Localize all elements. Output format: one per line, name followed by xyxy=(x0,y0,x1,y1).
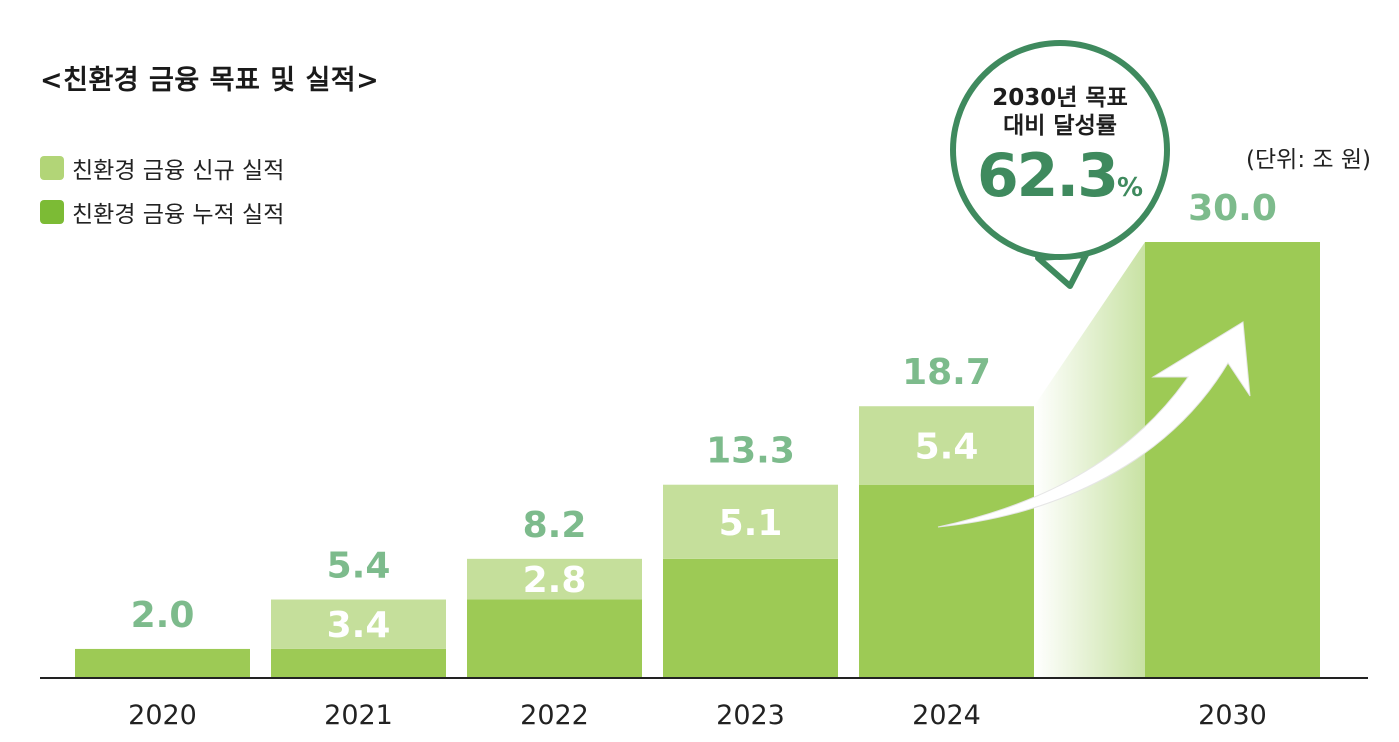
achievement-rate-value: 62.3 xyxy=(976,141,1119,211)
bar-cumulative-2030 xyxy=(1145,242,1320,678)
unit-label: (단위: 조 원) xyxy=(1246,147,1371,173)
bubble-line2: 대비 달성률 xyxy=(1003,113,1117,139)
bar-new-2024 xyxy=(859,406,1034,485)
bar-new-2022 xyxy=(467,558,642,600)
legend-item-cumulative: 친환경 금융 누적 실적 xyxy=(40,190,284,234)
bar-new-2021 xyxy=(271,599,446,649)
bar-cumulative-2023 xyxy=(663,558,838,678)
new-value-label-2022: 2.8 xyxy=(523,560,587,601)
bar-cumulative-2020 xyxy=(75,648,250,678)
legend-swatch-cumulative xyxy=(40,200,64,224)
total-value-label-2030: 30.0 xyxy=(1188,188,1277,229)
legend-swatch-new xyxy=(40,156,64,180)
new-value-label-2023: 5.1 xyxy=(719,503,783,544)
bubble-line1: 2030년 목표 xyxy=(992,85,1128,111)
legend-label-cumulative: 친환경 금융 누적 실적 xyxy=(72,202,285,228)
chart-title: <친환경 금융 목표 및 실적> xyxy=(40,65,380,96)
x-tick-label-2021: 2021 xyxy=(324,700,393,731)
x-tick-label-2022: 2022 xyxy=(520,700,589,731)
x-tick-label-2020: 2020 xyxy=(128,700,197,731)
achievement-rate-unit: % xyxy=(1116,173,1144,203)
legend: 친환경 금융 신규 실적 친환경 금융 누적 실적 xyxy=(40,146,284,234)
new-value-label-2021: 3.4 xyxy=(327,605,391,646)
new-value-label-2024: 5.4 xyxy=(915,426,979,467)
growth-arrow xyxy=(937,321,1251,528)
bar-cumulative-2024 xyxy=(859,484,1034,678)
total-value-label-2023: 13.3 xyxy=(706,431,795,472)
total-value-label-2021: 5.4 xyxy=(327,546,391,587)
x-tick-label-2023: 2023 xyxy=(716,700,785,731)
total-value-label-2024: 18.7 xyxy=(902,352,991,393)
x-tick-label-2030: 2030 xyxy=(1198,700,1267,731)
total-value-label-2020: 2.0 xyxy=(131,595,195,636)
achievement-bubble: 2030년 목표 대비 달성률 62.3% xyxy=(950,40,1170,260)
x-tick-label-2024: 2024 xyxy=(912,700,981,731)
bar-cumulative-2021 xyxy=(271,648,446,678)
legend-item-new: 친환경 금융 신규 실적 xyxy=(40,146,284,190)
achievement-rate: 62.3% xyxy=(956,140,1164,224)
total-value-label-2022: 8.2 xyxy=(523,505,587,546)
bar-cumulative-2022 xyxy=(467,599,642,678)
bar-new-2023 xyxy=(663,484,838,559)
growth-gradient xyxy=(1034,242,1145,678)
legend-label-new: 친환경 금융 신규 실적 xyxy=(72,158,285,184)
